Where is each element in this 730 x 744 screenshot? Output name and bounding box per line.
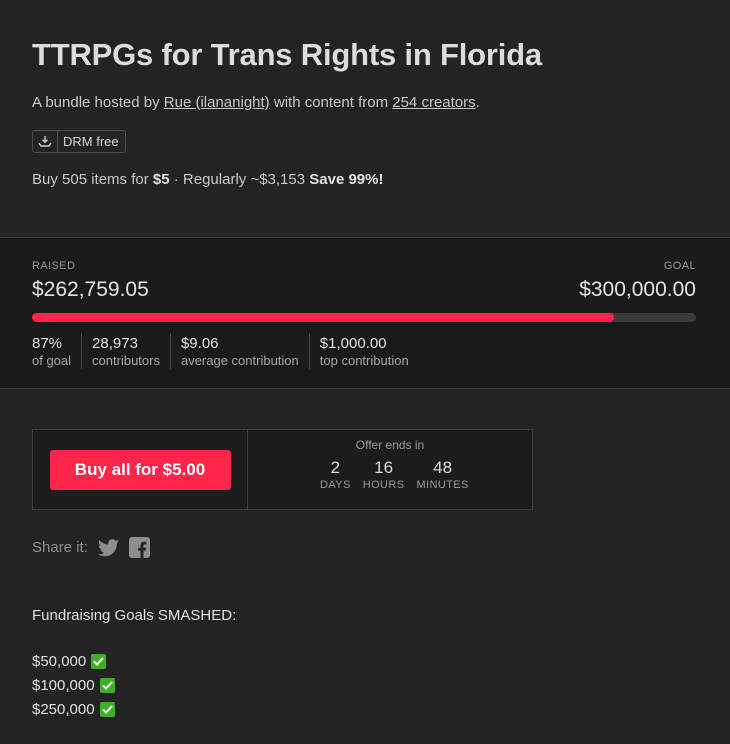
host-link[interactable]: Rue (ilananight) xyxy=(163,94,270,111)
creators-link[interactable]: 254 creators xyxy=(392,94,476,111)
twitter-icon[interactable] xyxy=(97,538,119,557)
goal-item: $100,000 xyxy=(32,673,236,697)
offer-title: Offer ends in xyxy=(355,438,425,452)
timer-value: 16 xyxy=(374,458,394,477)
price-prefix: Buy 505 items for xyxy=(32,171,153,188)
page-title: TTRPGs for Trans Rights in Florida xyxy=(32,37,542,72)
progress-bar-fill xyxy=(32,313,614,322)
facebook-icon[interactable] xyxy=(128,537,150,558)
metric-value: $1,000.00 xyxy=(319,335,387,352)
price-amount: $5 xyxy=(152,171,170,188)
metric-value: $9.06 xyxy=(180,335,219,352)
progress-bar xyxy=(32,313,696,322)
check-mark-icon xyxy=(99,677,115,693)
drm-free-label: DRM free xyxy=(63,134,119,149)
metric-value: 28,973 xyxy=(92,335,138,352)
fundraising-stats: RAISED GOAL $262,759.05 $300,000.00 87% … xyxy=(0,237,730,389)
goal-label: GOAL xyxy=(663,260,696,272)
metrics-row: 87% of goal 28,973 contributors $9.06 av… xyxy=(32,333,419,369)
price-mid: · Regularly ~$3,153 xyxy=(169,171,310,188)
timer-value: 48 xyxy=(433,458,453,477)
raised-value: $262,759.05 xyxy=(32,278,149,301)
price-line: Buy 505 items for $5 · Regularly ~$3,153… xyxy=(32,171,698,188)
share-row: Share it: xyxy=(32,537,150,558)
goal-item: $50,000 xyxy=(32,649,236,673)
goal-amount: $250,000 xyxy=(32,700,95,718)
fundraising-goals: Fundraising Goals SMASHED: $50,000 $100,… xyxy=(32,607,236,721)
download-icon xyxy=(33,131,58,152)
byline-suffix: . xyxy=(475,94,480,111)
goals-heading: Fundraising Goals SMASHED: xyxy=(32,607,237,624)
raised-label: RAISED xyxy=(32,260,76,272)
buy-all-button[interactable]: Buy all for $5.00 xyxy=(49,449,231,490)
timer-hours: 16 HOURS xyxy=(363,458,405,491)
timer-value: 2 xyxy=(330,458,341,477)
buy-box: Buy all for $5.00 Offer ends in 2 DAYS 1… xyxy=(32,429,533,510)
goal-amount: $100,000 xyxy=(32,676,95,694)
goal-value: $300,000.00 xyxy=(579,278,696,301)
metric-label: contributors xyxy=(92,353,160,368)
buy-box-left: Buy all for $5.00 xyxy=(33,430,248,509)
timer-label: DAYS xyxy=(320,479,351,491)
drm-free-badge: DRM free xyxy=(32,130,126,153)
timer-days: 2 DAYS xyxy=(320,458,351,491)
goal-item: $250,000 xyxy=(32,697,236,721)
bundle-header: TTRPGs for Trans Rights in Florida A bun… xyxy=(0,0,730,199)
metric-of-goal: 87% of goal xyxy=(32,333,81,369)
metric-contributors: 28,973 contributors xyxy=(81,333,170,369)
timer-label: HOURS xyxy=(362,479,405,491)
timer-label: MINUTES xyxy=(416,479,469,491)
byline: A bundle hosted by Rue (ilananight) with… xyxy=(32,94,698,111)
goal-amount: $50,000 xyxy=(32,652,87,670)
check-mark-icon xyxy=(99,701,115,717)
offer-countdown: Offer ends in 2 DAYS 16 HOURS 48 MINUTES xyxy=(248,430,532,509)
byline-prefix: A bundle hosted by xyxy=(32,94,164,111)
metric-label: top contribution xyxy=(319,353,409,368)
countdown-timer: 2 DAYS 16 HOURS 48 MINUTES xyxy=(320,458,469,491)
price-save: Save 99%! xyxy=(309,171,384,188)
metric-top-contribution: $1,000.00 top contribution xyxy=(308,333,419,369)
metric-average-contribution: $9.06 average contribution xyxy=(169,333,309,369)
metric-label: average contribution xyxy=(180,353,299,368)
check-mark-icon xyxy=(91,653,107,669)
byline-mid: with content from xyxy=(269,94,393,111)
share-label: Share it: xyxy=(32,539,88,556)
metric-value: 87% xyxy=(32,335,63,352)
timer-minutes: 48 MINUTES xyxy=(416,458,468,491)
metric-label: of goal xyxy=(32,353,72,368)
